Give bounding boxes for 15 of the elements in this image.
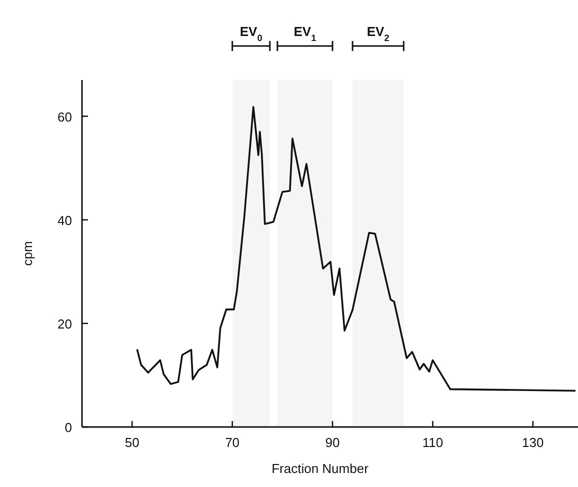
x-tick-label: 110 [422, 435, 444, 450]
y-tick-label: 40 [58, 212, 72, 228]
band-label: EV$_{0}$ [240, 24, 262, 43]
y-tick-label: 0 [64, 420, 72, 435]
x-tick-label: 90 [325, 435, 340, 450]
band-label: EV$_{2}$ [366, 24, 390, 43]
x-tick-label: 130 [522, 435, 544, 450]
y-axis-title: cpm [20, 241, 35, 266]
y-tick-label: 20 [58, 316, 72, 332]
y-tick-label: 60 [58, 109, 72, 124]
x-axis-title: Fraction Number [272, 461, 370, 476]
x-tick-label: 50 [124, 435, 140, 450]
band-label: EV$_{1}$ [294, 24, 316, 43]
line-series [136, 106, 576, 392]
x-tick-label: 70 [225, 435, 240, 450]
